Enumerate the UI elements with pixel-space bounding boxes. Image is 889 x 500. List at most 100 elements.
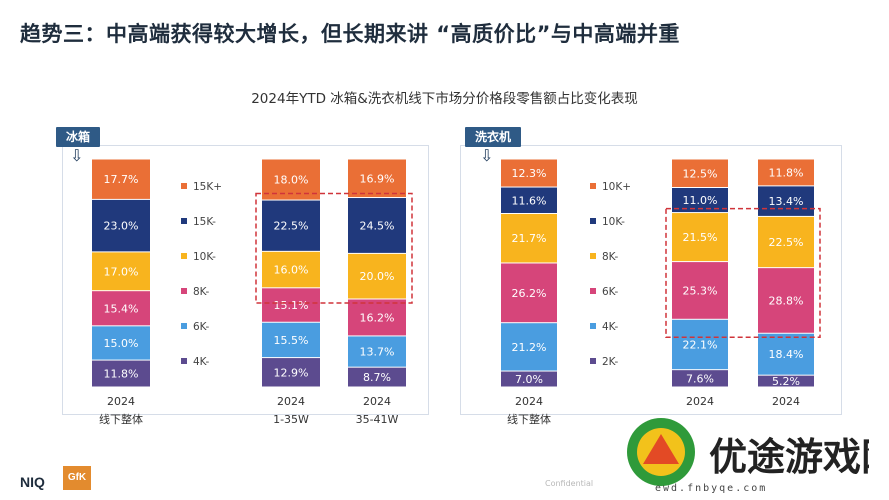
legend-label: 6K- xyxy=(193,321,209,333)
chart-title: 2024年YTD 冰箱&洗衣机线下市场分价格段零售额占比变化表现 xyxy=(251,91,638,107)
bar-segment-8K-1 xyxy=(672,213,728,262)
bar-segment-8K-2 xyxy=(758,216,814,268)
category-year: 2024 xyxy=(772,395,800,408)
bar-segment-6K-0 xyxy=(92,326,150,360)
data-label: 23.0% xyxy=(104,220,139,233)
bar-segment-6K-2 xyxy=(348,336,406,367)
bar-segment-8K-0 xyxy=(501,213,557,263)
legend-label: 10K+ xyxy=(602,181,631,193)
data-label: 18.0% xyxy=(274,174,309,187)
category-year: 2024 xyxy=(363,395,391,408)
fridge-tag: 冰箱 xyxy=(56,127,101,147)
down-arrow-icon: ⇩ xyxy=(70,146,84,165)
legend-label: 15K- xyxy=(193,216,216,228)
data-label: 16.9% xyxy=(360,172,395,185)
page-heading: 趋势三：中高端获得较大增长，但长期来讲 “高质价比”与中高端并重 xyxy=(20,22,680,46)
data-label: 7.6% xyxy=(686,372,714,385)
data-label: 15.1% xyxy=(274,299,309,312)
bar-segment-15K-0 xyxy=(92,159,150,199)
data-label: 18.4% xyxy=(769,348,804,361)
legend-label: 8K- xyxy=(193,286,209,298)
legend-label: 2K- xyxy=(602,356,618,368)
bar-segment-10K-2 xyxy=(758,186,814,216)
bar-segment-6K-2 xyxy=(758,268,814,333)
data-label: 11.8% xyxy=(769,166,804,179)
down-arrow-icon: ⇩ xyxy=(480,146,494,165)
data-label: 16.2% xyxy=(360,311,395,324)
category-label: 线下整体 xyxy=(99,412,143,426)
data-label: 5.2% xyxy=(772,375,800,388)
data-label: 21.2% xyxy=(512,341,547,354)
legend-swatch xyxy=(181,288,187,294)
bar-segment-4K-1 xyxy=(262,358,320,387)
data-label: 11.8% xyxy=(104,368,139,381)
category-year: 2024 xyxy=(686,395,714,408)
bar-segment-2K-0 xyxy=(501,371,557,387)
bar-segment-15K-2 xyxy=(348,198,406,253)
data-label: 15.4% xyxy=(104,302,139,315)
bar-segment-2K-2 xyxy=(758,375,814,387)
bar-segment-15K-1 xyxy=(262,200,320,251)
data-label: 22.1% xyxy=(683,338,718,351)
bar-segment-10K-2 xyxy=(758,159,814,186)
data-label: 21.7% xyxy=(512,232,547,245)
legend-label: 10K- xyxy=(193,251,216,263)
data-label: 15.5% xyxy=(274,334,309,347)
data-label: 17.0% xyxy=(104,265,139,278)
niq-logo: NIQ xyxy=(20,474,45,490)
legend-swatch xyxy=(590,288,596,294)
legend-swatch xyxy=(590,218,596,224)
bar-segment-2K-1 xyxy=(672,370,728,387)
data-label: 12.5% xyxy=(683,167,718,180)
data-label: 13.7% xyxy=(360,346,395,359)
bar-segment-8K-2 xyxy=(348,299,406,336)
bar-segment-4K-1 xyxy=(672,319,728,370)
data-label: 11.0% xyxy=(683,194,718,207)
bar-segment-10K-1 xyxy=(262,251,320,288)
data-label: 8.7% xyxy=(363,371,391,384)
legend-swatch xyxy=(590,323,596,329)
highlight-box xyxy=(665,207,821,338)
data-label: 25.3% xyxy=(683,284,718,297)
category-year: 2024 xyxy=(277,395,305,408)
data-label: 22.5% xyxy=(274,220,309,233)
bar-segment-10K-0 xyxy=(501,159,557,187)
legend-label: 10K- xyxy=(602,216,625,228)
bar-segment-4K-2 xyxy=(348,367,406,387)
data-label: 24.5% xyxy=(360,219,395,232)
gfk-logo: GfK xyxy=(63,466,91,490)
bar-segment-15K-2 xyxy=(348,159,406,198)
data-label: 12.3% xyxy=(512,167,547,180)
legend-swatch xyxy=(181,218,187,224)
watermark-url: ewd.fnbyqe.com xyxy=(655,483,768,494)
bar-segment-6K-0 xyxy=(501,263,557,323)
bar-segment-8K-1 xyxy=(262,288,320,322)
category-year: 2024 xyxy=(107,395,135,408)
category-label: 线下整体 xyxy=(507,412,551,426)
category-label: 35-41W xyxy=(356,413,399,426)
legend-swatch xyxy=(590,253,596,259)
legend-swatch xyxy=(181,183,187,189)
legend-swatch xyxy=(181,323,187,329)
bar-segment-4K-2 xyxy=(758,333,814,375)
data-label: 13.4% xyxy=(769,195,804,208)
bar-segment-10K-0 xyxy=(501,187,557,213)
data-label: 16.0% xyxy=(274,264,309,277)
data-label: 17.7% xyxy=(104,173,139,186)
bar-segment-15K-0 xyxy=(92,199,150,252)
bar-segment-10K-2 xyxy=(348,253,406,299)
data-label: 26.2% xyxy=(512,287,547,300)
washer-tag: 洗衣机 xyxy=(465,127,522,147)
data-label: 28.8% xyxy=(769,294,804,307)
legend-label: 4K- xyxy=(193,356,209,368)
legend-swatch xyxy=(590,183,596,189)
watermark-text: 优途游戏网 xyxy=(709,435,869,479)
data-label: 11.6% xyxy=(512,194,547,207)
bar-segment-4K-0 xyxy=(501,323,557,371)
legend-swatch xyxy=(590,358,596,364)
data-label: 12.9% xyxy=(274,366,309,379)
legend-swatch xyxy=(181,253,187,259)
bar-segment-10K-0 xyxy=(92,252,150,291)
legend-label: 8K- xyxy=(602,251,618,263)
